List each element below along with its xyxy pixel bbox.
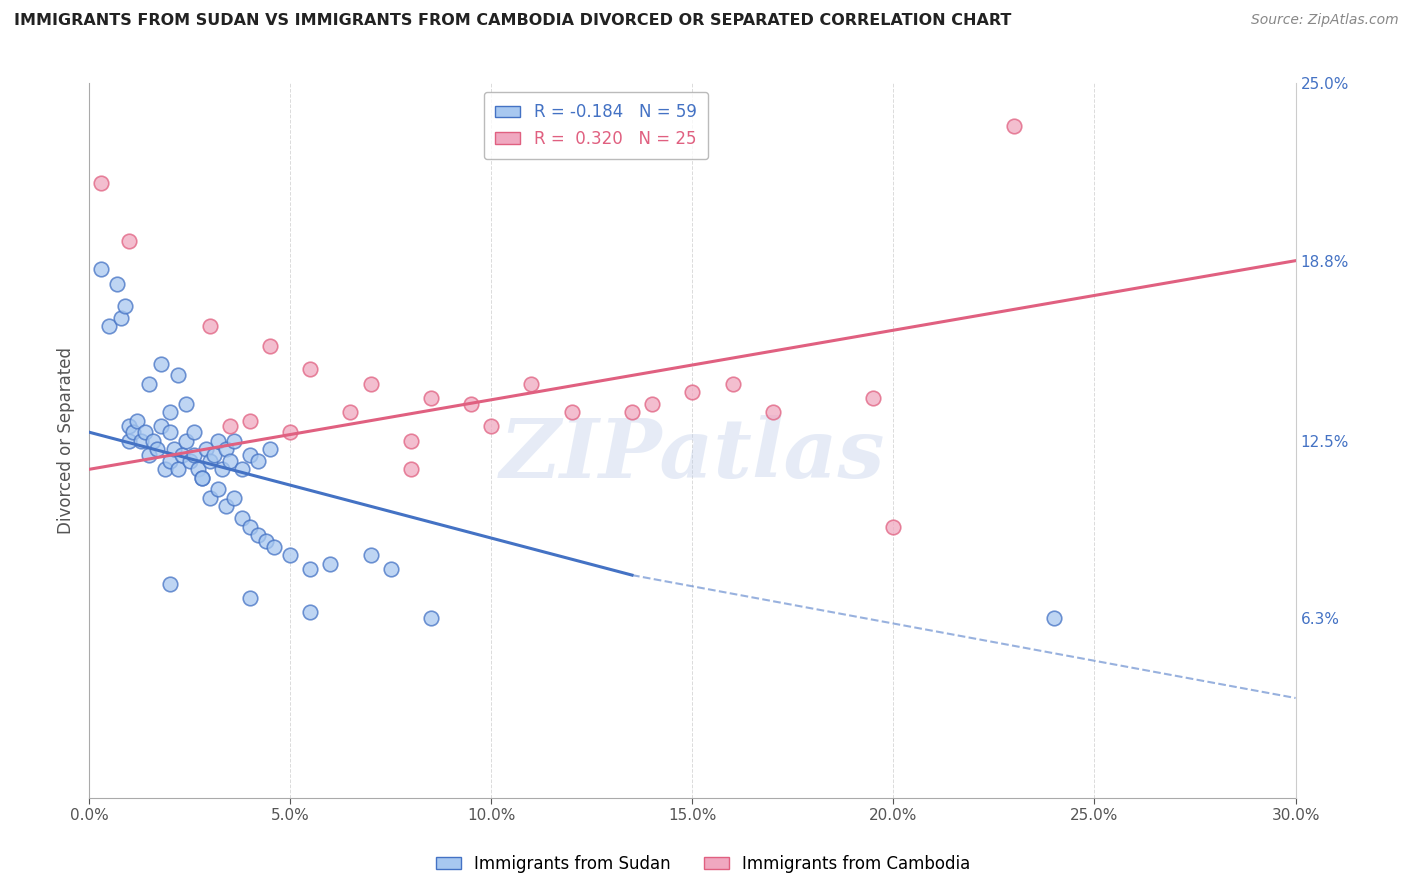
Point xyxy=(621,405,644,419)
Point xyxy=(150,419,173,434)
Point xyxy=(222,491,245,505)
Point xyxy=(105,277,128,291)
Point xyxy=(1043,611,1066,625)
Point xyxy=(142,434,165,448)
Point xyxy=(138,448,160,462)
Point xyxy=(299,605,322,619)
Point xyxy=(138,376,160,391)
Point xyxy=(479,419,502,434)
Point xyxy=(190,471,212,485)
Point xyxy=(218,454,240,468)
Point xyxy=(198,454,221,468)
Point xyxy=(239,414,262,428)
Point xyxy=(134,425,156,440)
Text: ZIPatlas: ZIPatlas xyxy=(499,415,884,495)
Point xyxy=(1002,120,1025,134)
Point xyxy=(170,448,193,462)
Point xyxy=(162,442,184,457)
Point xyxy=(360,376,382,391)
Point xyxy=(90,177,112,191)
Point xyxy=(166,368,188,382)
Point xyxy=(380,562,402,576)
Point xyxy=(187,462,209,476)
Point xyxy=(246,528,269,542)
Point xyxy=(339,405,361,419)
Point xyxy=(419,391,441,405)
Point xyxy=(202,448,225,462)
Point xyxy=(319,557,342,571)
Point xyxy=(259,442,281,457)
Point xyxy=(721,376,744,391)
Legend: R = -0.184   N = 59, R =  0.320   N = 25: R = -0.184 N = 59, R = 0.320 N = 25 xyxy=(484,92,709,160)
Point xyxy=(399,434,422,448)
Text: IMMIGRANTS FROM SUDAN VS IMMIGRANTS FROM CAMBODIA DIVORCED OR SEPARATED CORRELAT: IMMIGRANTS FROM SUDAN VS IMMIGRANTS FROM… xyxy=(14,13,1011,29)
Point xyxy=(246,454,269,468)
Point xyxy=(194,442,217,457)
Point xyxy=(198,491,221,505)
Point xyxy=(118,234,141,248)
Point xyxy=(122,425,145,440)
Point xyxy=(179,454,201,468)
Point xyxy=(127,414,149,428)
Point xyxy=(98,319,121,334)
Point xyxy=(299,562,322,576)
Point xyxy=(641,396,664,410)
Point xyxy=(118,434,141,448)
Point xyxy=(159,454,181,468)
Point xyxy=(174,396,197,410)
Point xyxy=(419,611,441,625)
Point xyxy=(882,519,904,533)
Point xyxy=(207,434,229,448)
Point xyxy=(118,419,141,434)
Point xyxy=(155,462,177,476)
Point xyxy=(239,448,262,462)
Point xyxy=(114,300,136,314)
Point xyxy=(183,448,205,462)
Point xyxy=(215,500,238,514)
Point xyxy=(131,434,153,448)
Point xyxy=(218,419,240,434)
Point xyxy=(110,310,132,325)
Point xyxy=(399,462,422,476)
Point xyxy=(254,533,277,548)
Point xyxy=(299,362,322,376)
Y-axis label: Divorced or Separated: Divorced or Separated xyxy=(58,347,75,534)
Point xyxy=(360,548,382,562)
Point xyxy=(183,425,205,440)
Point xyxy=(150,357,173,371)
Point xyxy=(90,262,112,277)
Point xyxy=(207,483,229,497)
Point xyxy=(762,405,785,419)
Point xyxy=(159,425,181,440)
Point xyxy=(222,434,245,448)
Point xyxy=(211,462,233,476)
Point xyxy=(561,405,583,419)
Point xyxy=(190,471,212,485)
Legend: Immigrants from Sudan, Immigrants from Cambodia: Immigrants from Sudan, Immigrants from C… xyxy=(429,848,977,880)
Point xyxy=(174,434,197,448)
Point xyxy=(239,519,262,533)
Point xyxy=(231,462,253,476)
Point xyxy=(231,511,253,525)
Point xyxy=(862,391,884,405)
Text: Source: ZipAtlas.com: Source: ZipAtlas.com xyxy=(1251,13,1399,28)
Point xyxy=(263,540,285,554)
Point xyxy=(198,319,221,334)
Point xyxy=(278,425,301,440)
Point xyxy=(460,396,482,410)
Point xyxy=(681,385,703,400)
Point xyxy=(159,405,181,419)
Point xyxy=(215,442,238,457)
Point xyxy=(520,376,543,391)
Point xyxy=(278,548,301,562)
Point xyxy=(146,442,169,457)
Point xyxy=(159,576,181,591)
Point xyxy=(166,462,188,476)
Point xyxy=(259,339,281,353)
Point xyxy=(239,591,262,605)
